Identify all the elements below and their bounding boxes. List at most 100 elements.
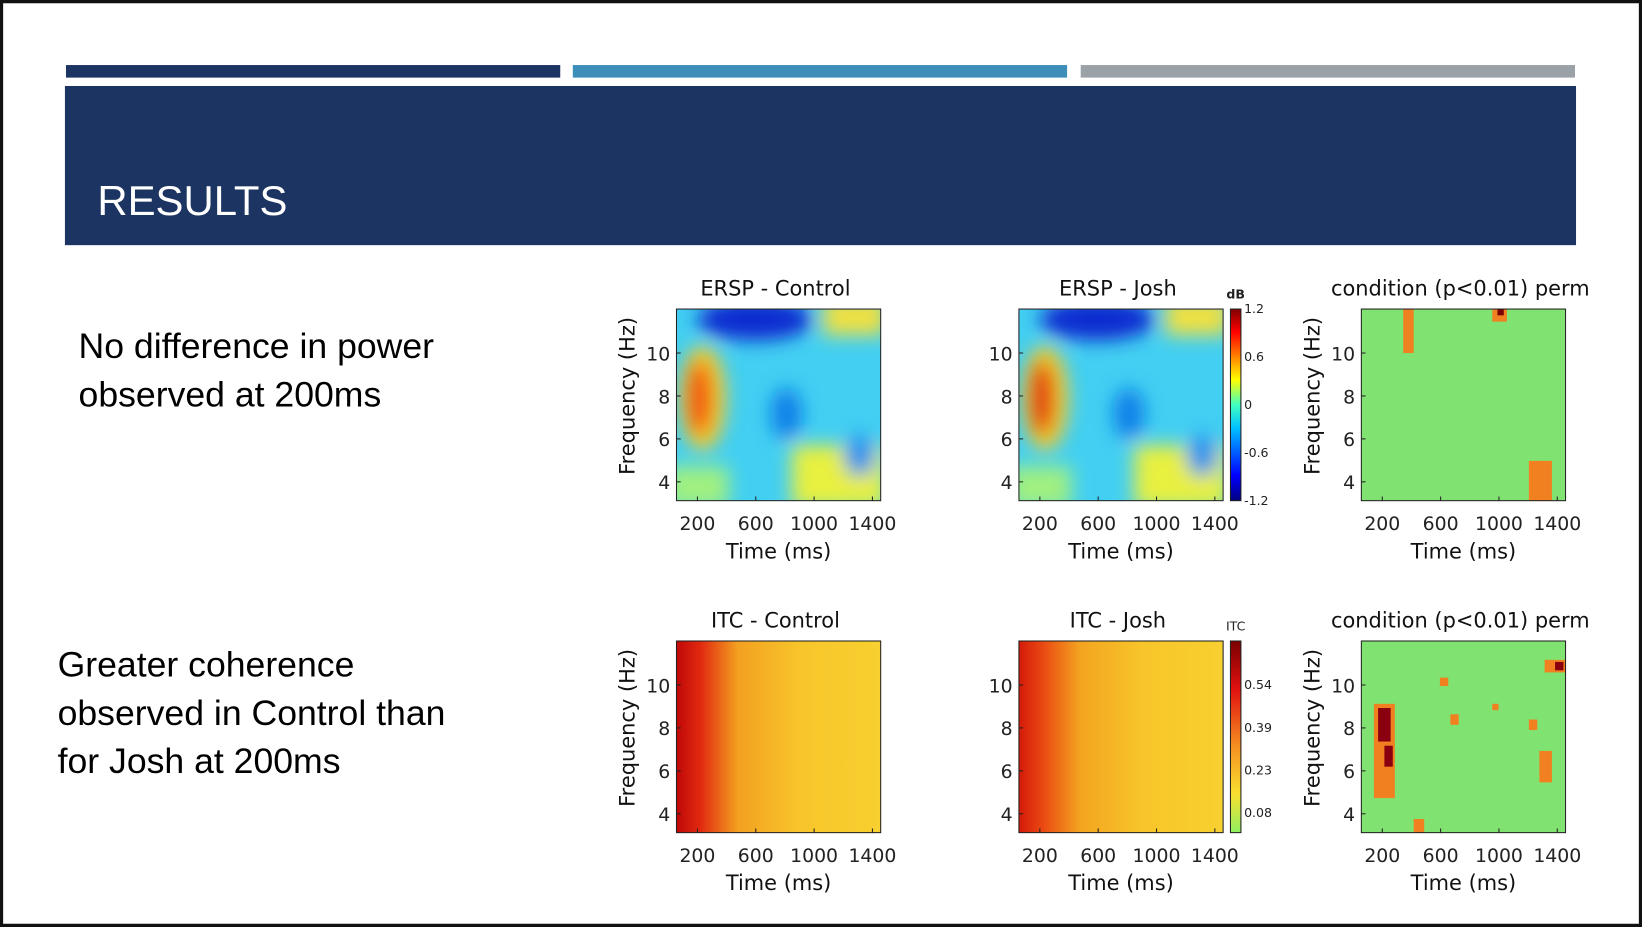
heatmap <box>1018 640 1224 833</box>
y-tick-label: 4 <box>1001 805 1013 826</box>
accent-bar <box>1080 65 1575 78</box>
y-tick-label: 6 <box>1343 430 1355 451</box>
x-tick-label: 1400 <box>1191 514 1239 535</box>
row-text: No difference in power <box>79 326 435 366</box>
y-tick-label: 4 <box>1343 473 1355 494</box>
x-tick-label: 1000 <box>1133 846 1181 867</box>
significance-patch <box>1539 750 1552 783</box>
blob <box>697 309 813 341</box>
x-tick-label: 200 <box>1364 846 1400 867</box>
y-tick-label: 10 <box>989 676 1013 697</box>
row-text: observed in Control than <box>58 693 446 733</box>
heatmap <box>1361 309 1566 501</box>
blob <box>676 466 729 501</box>
significance-patch <box>1403 309 1414 354</box>
panel-title: ERSP - Control <box>700 276 850 300</box>
y-tick-label: 8 <box>658 387 670 408</box>
x-axis-label: Time (ms) <box>1067 539 1174 563</box>
y-tick-label: 8 <box>1001 719 1013 740</box>
heatmap <box>1361 640 1566 833</box>
plot-frame <box>1018 640 1224 834</box>
colorbar-tick-label: 0 <box>1244 397 1252 412</box>
plot-frame <box>1360 308 1567 502</box>
panel-title: condition (p<0.01) perm <box>1331 608 1590 632</box>
significance-patch <box>1413 819 1425 833</box>
x-tick-label: 1400 <box>848 514 896 535</box>
heatmap-base <box>1361 640 1566 833</box>
x-tick-label: 600 <box>738 846 774 867</box>
colorbar <box>1229 308 1242 502</box>
y-tick-label: 10 <box>1331 676 1355 697</box>
blob <box>1039 309 1156 341</box>
significance-patch <box>1528 719 1538 731</box>
plot-frame <box>1360 640 1567 834</box>
y-axis-label: Frequency (Hz) <box>1300 649 1324 807</box>
x-tick-label: 600 <box>738 514 774 535</box>
header-band <box>64 85 1577 246</box>
x-tick-label: 600 <box>1080 514 1116 535</box>
blob <box>844 434 876 477</box>
x-tick-label: 1400 <box>1533 846 1581 867</box>
x-axis-label: Time (ms) <box>725 871 832 895</box>
row-text: for Josh at 200ms <box>58 741 341 781</box>
x-tick-label: 600 <box>1423 846 1459 867</box>
x-tick-label: 600 <box>1080 846 1116 867</box>
heatmap-blobs <box>676 309 881 501</box>
plot-frame <box>675 308 882 502</box>
y-tick-label: 6 <box>1001 762 1013 783</box>
panel-title: ITC - Control <box>711 608 840 632</box>
y-tick-label: 6 <box>658 430 670 451</box>
panel-title: ITC - Josh <box>1070 608 1166 632</box>
plot-frame <box>675 640 882 834</box>
y-tick-label: 4 <box>1343 805 1355 826</box>
x-tick-label: 1000 <box>1475 514 1523 535</box>
x-tick-label: 1000 <box>790 846 838 867</box>
panel-title: ERSP - Josh <box>1059 276 1177 300</box>
colorbar-tick-label: -0.6 <box>1244 445 1268 460</box>
row-text: observed at 200ms <box>79 374 382 414</box>
x-axis-label: Time (ms) <box>725 539 832 563</box>
significance-patch <box>1378 708 1391 742</box>
significance-patch <box>1439 677 1449 687</box>
y-tick-label: 8 <box>1343 719 1355 740</box>
x-axis-label: Time (ms) <box>1067 871 1174 895</box>
y-tick-label: 6 <box>658 762 670 783</box>
colorbar <box>1229 640 1242 834</box>
colorbar-tick-label: -1.2 <box>1244 493 1268 508</box>
panel-title: condition (p<0.01) perm <box>1331 276 1590 300</box>
y-tick-label: 10 <box>989 344 1013 365</box>
y-tick-label: 4 <box>658 805 670 826</box>
heatmap <box>1018 309 1224 501</box>
colorbar-tick-label: 0.54 <box>1244 677 1272 692</box>
x-tick-label: 1000 <box>1475 846 1523 867</box>
accent-bar <box>65 65 561 78</box>
heatmap <box>676 309 881 501</box>
significance-patch <box>1492 703 1499 711</box>
y-tick-label: 8 <box>1001 387 1013 408</box>
y-tick-label: 4 <box>658 473 670 494</box>
plot-frame <box>1018 308 1224 502</box>
slide-title: RESULTS <box>97 177 287 224</box>
significance-patch <box>1555 661 1564 671</box>
x-tick-label: 200 <box>1022 514 1058 535</box>
x-axis-label: Time (ms) <box>1410 539 1517 563</box>
colorbar-label: ITC <box>1226 619 1246 634</box>
row-text: Greater coherence <box>58 645 355 685</box>
y-axis-label: Frequency (Hz) <box>1300 317 1324 475</box>
heatmap-blobs <box>1018 309 1224 501</box>
blob <box>1165 309 1224 336</box>
y-tick-label: 4 <box>1001 473 1013 494</box>
colorbar-tick-label: 0.08 <box>1244 805 1272 820</box>
blob <box>686 360 713 436</box>
y-tick-label: 6 <box>1343 762 1355 783</box>
y-tick-label: 8 <box>1343 387 1355 408</box>
significance-patch <box>1528 460 1552 501</box>
blob <box>1029 360 1055 436</box>
significance-patch <box>1497 309 1504 316</box>
blob <box>1018 466 1072 501</box>
x-tick-label: 1400 <box>848 846 896 867</box>
y-tick-label: 8 <box>658 719 670 740</box>
blob <box>770 387 803 440</box>
x-tick-label: 1000 <box>1133 514 1181 535</box>
